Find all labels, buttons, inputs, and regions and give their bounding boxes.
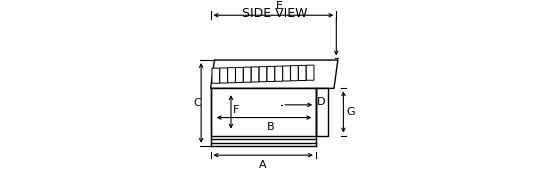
- FancyBboxPatch shape: [244, 67, 251, 82]
- Text: E: E: [276, 1, 283, 11]
- Text: A: A: [260, 160, 267, 170]
- FancyBboxPatch shape: [290, 66, 298, 81]
- FancyBboxPatch shape: [283, 66, 290, 81]
- Text: D: D: [317, 97, 326, 107]
- FancyBboxPatch shape: [220, 68, 228, 83]
- FancyBboxPatch shape: [299, 65, 306, 81]
- FancyBboxPatch shape: [235, 67, 243, 82]
- FancyBboxPatch shape: [275, 66, 283, 81]
- FancyBboxPatch shape: [251, 67, 259, 82]
- Text: SIDE VIEW: SIDE VIEW: [242, 7, 308, 20]
- FancyBboxPatch shape: [228, 68, 235, 83]
- Text: B: B: [266, 122, 274, 132]
- FancyBboxPatch shape: [267, 66, 274, 81]
- Bar: [211, 88, 316, 135]
- FancyBboxPatch shape: [306, 65, 314, 80]
- Text: G: G: [347, 107, 355, 117]
- Text: F: F: [233, 105, 239, 115]
- FancyBboxPatch shape: [259, 67, 267, 82]
- FancyBboxPatch shape: [212, 68, 219, 83]
- Text: C: C: [194, 98, 201, 108]
- Bar: [316, 88, 328, 135]
